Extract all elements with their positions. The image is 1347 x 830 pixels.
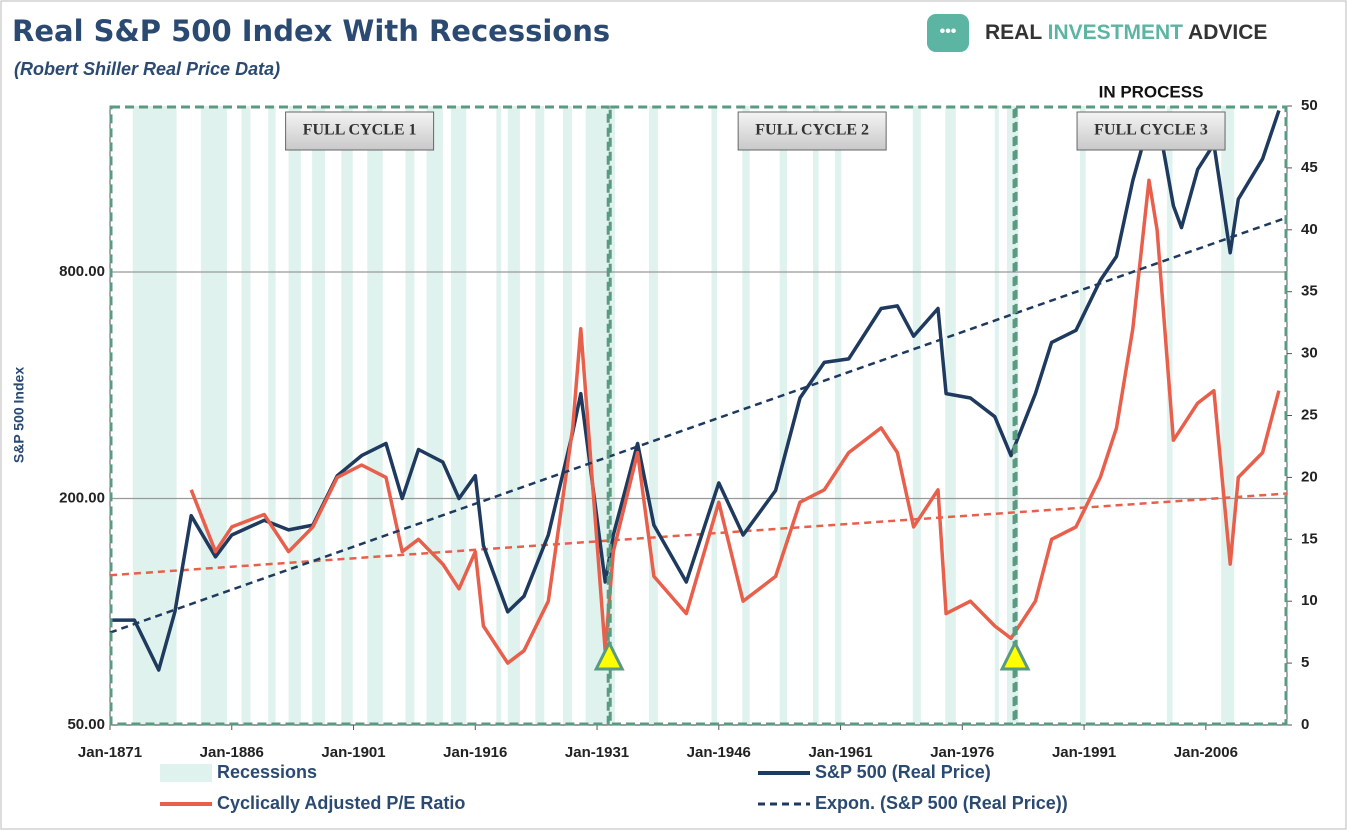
trend-line [109,216,1288,634]
recession-band [812,106,819,725]
legend-label: Expon. (S&P 500 (Real Price)) [815,793,1068,813]
y2-tick-label: 35 [1301,283,1318,300]
x-tick-label: Jan-1961 [808,744,872,761]
recession-band [994,106,999,725]
brand-word: INVESTMENT [1048,21,1184,44]
cycle-low-marker [593,639,625,671]
recession-band [779,106,787,725]
y2-tick-label: 50 [1301,97,1318,114]
y2-tick-label: 20 [1301,468,1318,485]
cycle-low-marker [999,639,1031,671]
cycle-label: FULL CYCLE 3 [1094,122,1208,139]
legend-label: Cyclically Adjusted P/E Ratio [217,793,465,813]
y-axis-title: S&P 500 Index [11,367,27,463]
brand-word: ADVICE [1188,21,1267,44]
brand-icon [927,14,969,52]
x-tick-label: Jan-1916 [443,744,507,761]
x-tick-label: Jan-1931 [565,744,629,761]
brand-word: REAL [985,21,1042,44]
x-tick-label: Jan-1976 [930,744,994,761]
legend-label: S&P 500 (Real Price) [815,762,991,782]
recession-band [496,106,502,725]
recession-band [200,106,227,725]
legend-swatch [160,764,212,782]
x-tick-label: Jan-1901 [321,744,385,761]
recession-band [648,106,658,725]
y-tick-label: 800.00 [59,263,105,280]
y2-tick-label: 15 [1301,530,1318,547]
x-tick-label: Jan-1991 [1052,744,1116,761]
recession-band [268,106,276,725]
x-tick-label: Jan-1946 [687,744,751,761]
chart-subtitle: (Robert Shiller Real Price Data) [14,59,280,79]
recession-band [312,106,326,725]
recession-band [945,106,956,725]
recession-band [341,106,353,725]
y2-tick-label: 45 [1301,159,1318,176]
cycle-label-box [737,111,887,151]
recession-band [742,106,750,725]
chart-title: Real S&P 500 Index With Recessions [12,14,610,48]
x-tick-label: Jan-2006 [1174,744,1238,761]
recession-band [1006,106,1019,725]
y-tick-label: 200.00 [59,489,105,506]
legend-label: Recessions [217,762,317,782]
recession-band [711,106,718,725]
series-line [189,178,1281,665]
y2-tick-label: 10 [1301,592,1318,609]
recession-band [912,106,921,725]
recession-band [405,106,415,725]
brand: REAL INVESTMENT ADVICE [985,21,1267,44]
recession-band [1080,106,1086,725]
cycle-box [1014,105,1288,726]
y2-tick-label: 25 [1301,406,1318,423]
cycle-box [109,105,610,726]
trend-line [109,492,1288,577]
y2-tick-label: 5 [1301,654,1309,671]
recession-band [450,106,467,725]
recession-band [562,106,572,725]
recession-band [834,106,842,725]
x-tick-label: Jan-1871 [78,744,142,761]
recession-band [367,106,383,725]
recession-band [426,106,443,725]
y2-tick-label: 30 [1301,345,1318,362]
x-tick-label: Jan-1886 [200,744,264,761]
recession-band [507,106,520,725]
y-tick-label: 50.00 [67,716,105,733]
cycle-box [608,105,1016,726]
recession-band [1221,106,1235,725]
cycle-label: FULL CYCLE 2 [755,122,869,139]
recession-band [535,106,545,725]
y2-tick-label: 0 [1301,716,1309,733]
recession-band [1166,106,1173,725]
y2-tick-label: 40 [1301,221,1318,238]
cycle-label-box [1076,111,1226,151]
recession-band [132,106,177,725]
cycle-note: IN PROCESS [1099,82,1204,101]
cycle-label: FULL CYCLE 1 [303,122,417,139]
recession-band [241,106,251,725]
brand-icon-dots: ••• [940,23,957,40]
recession-band [288,106,301,725]
cycle-label-box [285,111,435,151]
